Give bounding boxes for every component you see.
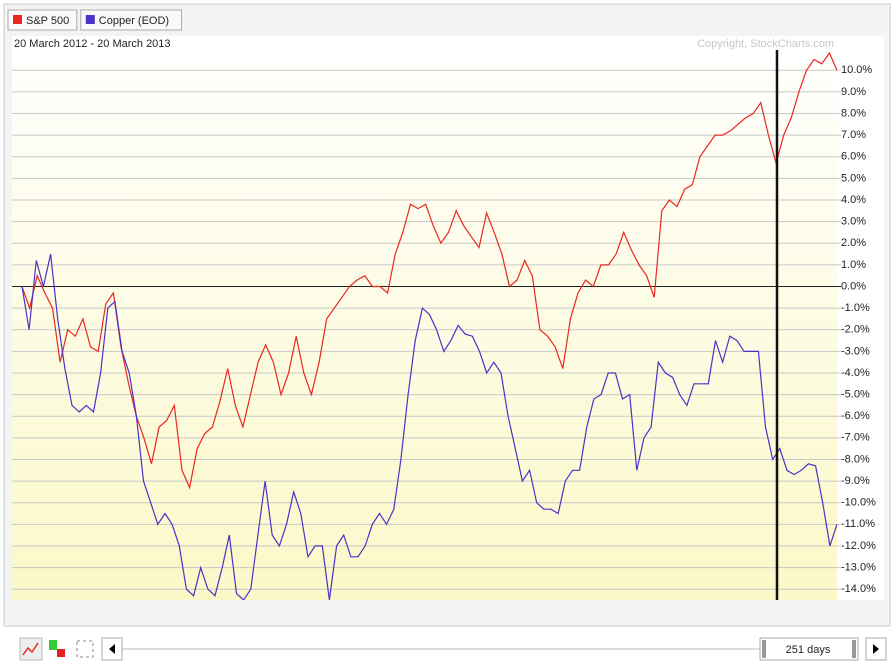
- handle: [762, 640, 766, 658]
- series-line: [21, 253, 838, 601]
- y-tick-label: 5.0%: [841, 172, 866, 184]
- handle: [852, 640, 856, 658]
- y-tick-label: -11.0%: [841, 518, 875, 530]
- y-tick-label: 10.0%: [841, 64, 872, 76]
- legend-label: Copper (EOD): [99, 15, 169, 27]
- y-tick-label: -3.0%: [841, 345, 870, 357]
- range-label: 251 days: [786, 644, 831, 656]
- legend-swatch: [85, 15, 95, 24]
- y-tick-label: -6.0%: [841, 410, 870, 422]
- x-axis-band: [12, 600, 884, 622]
- y-tick-label: -2.0%: [841, 324, 870, 336]
- fullscreen-button[interactable]: [76, 640, 94, 658]
- y-tick-label: 4.0%: [841, 194, 866, 206]
- y-tick-label: 6.0%: [841, 151, 866, 163]
- y-tick-label: 1.0%: [841, 259, 866, 271]
- toolbar: 251 days: [19, 637, 887, 661]
- y-tick-label: -10.0%: [841, 497, 876, 509]
- y-tick-label: -4.0%: [841, 367, 870, 379]
- y-tick-label: 7.0%: [841, 129, 866, 141]
- y-tick-label: -7.0%: [841, 432, 870, 444]
- y-tick-label: -5.0%: [841, 389, 870, 401]
- y-tick-label: -12.0%: [841, 540, 876, 552]
- copyright: Copyright, StockCharts.com: [697, 38, 834, 50]
- legend-label: S&P 500: [26, 15, 69, 27]
- icon[interactable]: [49, 640, 57, 650]
- y-tick-label: -1.0%: [841, 302, 870, 314]
- y-tick-label: -8.0%: [841, 453, 870, 465]
- series-line: [21, 51, 838, 490]
- icon: [109, 644, 115, 654]
- icon[interactable]: [57, 649, 65, 657]
- y-tick-label: 8.0%: [841, 107, 866, 119]
- y-tick-label: -14.0%: [841, 583, 876, 595]
- y-tick-label: 9.0%: [841, 86, 866, 98]
- plot-area: [12, 40, 837, 600]
- legend-item[interactable]: Copper (EOD): [80, 9, 183, 31]
- icon: [22, 642, 39, 656]
- legend-swatch: [13, 15, 22, 24]
- legend-button[interactable]: [80, 9, 183, 31]
- range-box[interactable]: [759, 637, 859, 661]
- legend-item[interactable]: S&P 500: [7, 9, 78, 31]
- line-chart-button[interactable]: [19, 637, 43, 661]
- icon: [873, 644, 879, 654]
- y-tick-label: 3.0%: [841, 216, 866, 228]
- y-tick-label: 2.0%: [841, 237, 866, 249]
- y-tick-label: -9.0%: [841, 475, 870, 487]
- legend-button[interactable]: [7, 9, 78, 31]
- subtitle: 20 March 2012 - 20 March 2013: [14, 38, 171, 50]
- y-tick-label: -13.0%: [841, 561, 876, 573]
- y-tick-label: 0.0%: [841, 280, 866, 292]
